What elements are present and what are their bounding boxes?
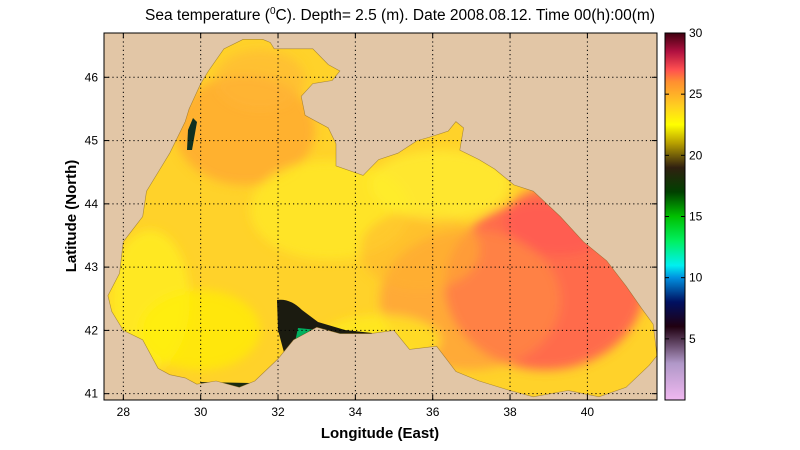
y-tick-label: 42 [85,323,99,337]
y-axis-ticks: 41 42 43 44 45 46 [85,70,657,401]
central-south-orange [360,210,480,290]
x-tick-label: 30 [194,405,208,419]
colorbar-tick-label: 15 [689,210,703,224]
colorbar-ticks: 5 10 15 20 25 30 [665,26,703,346]
y-axis-label: Latitude (North) [63,160,80,272]
southwest-yellow [140,290,260,370]
x-tick-label: 34 [349,405,363,419]
x-tick-label: 32 [271,405,285,419]
y-tick-label: 45 [85,134,99,148]
colorbar-tick-label: 20 [689,148,703,162]
x-tick-label: 40 [581,405,595,419]
y-tick-label: 44 [85,197,99,211]
coastline [107,39,658,398]
x-tick-label: 28 [117,405,131,419]
northeast-yellow [370,150,510,220]
colorbar-tick-label: 10 [689,271,703,285]
northwest-shelf-patch [215,50,305,110]
y-tick-label: 43 [85,260,99,274]
colorbar-tick-label: 25 [689,87,703,101]
x-tick-label: 36 [426,405,440,419]
y-tick-label: 46 [85,70,99,84]
x-axis-ticks: 28 30 32 34 36 38 40 [117,33,595,419]
colorbar-tick-label: 5 [689,332,696,346]
x-tick-label: 38 [503,405,517,419]
axes-frame [103,32,658,401]
colorbar-tick-label: 30 [689,26,703,40]
northwest-cold-edge [187,118,197,150]
map-title: Sea temperature (0C). Depth= 2.5 (m). Da… [145,6,655,24]
colorbar: 5 10 15 20 25 30 [664,26,703,401]
y-tick-label: 41 [85,387,99,401]
x-axis-label: Longitude (East) [321,425,439,442]
